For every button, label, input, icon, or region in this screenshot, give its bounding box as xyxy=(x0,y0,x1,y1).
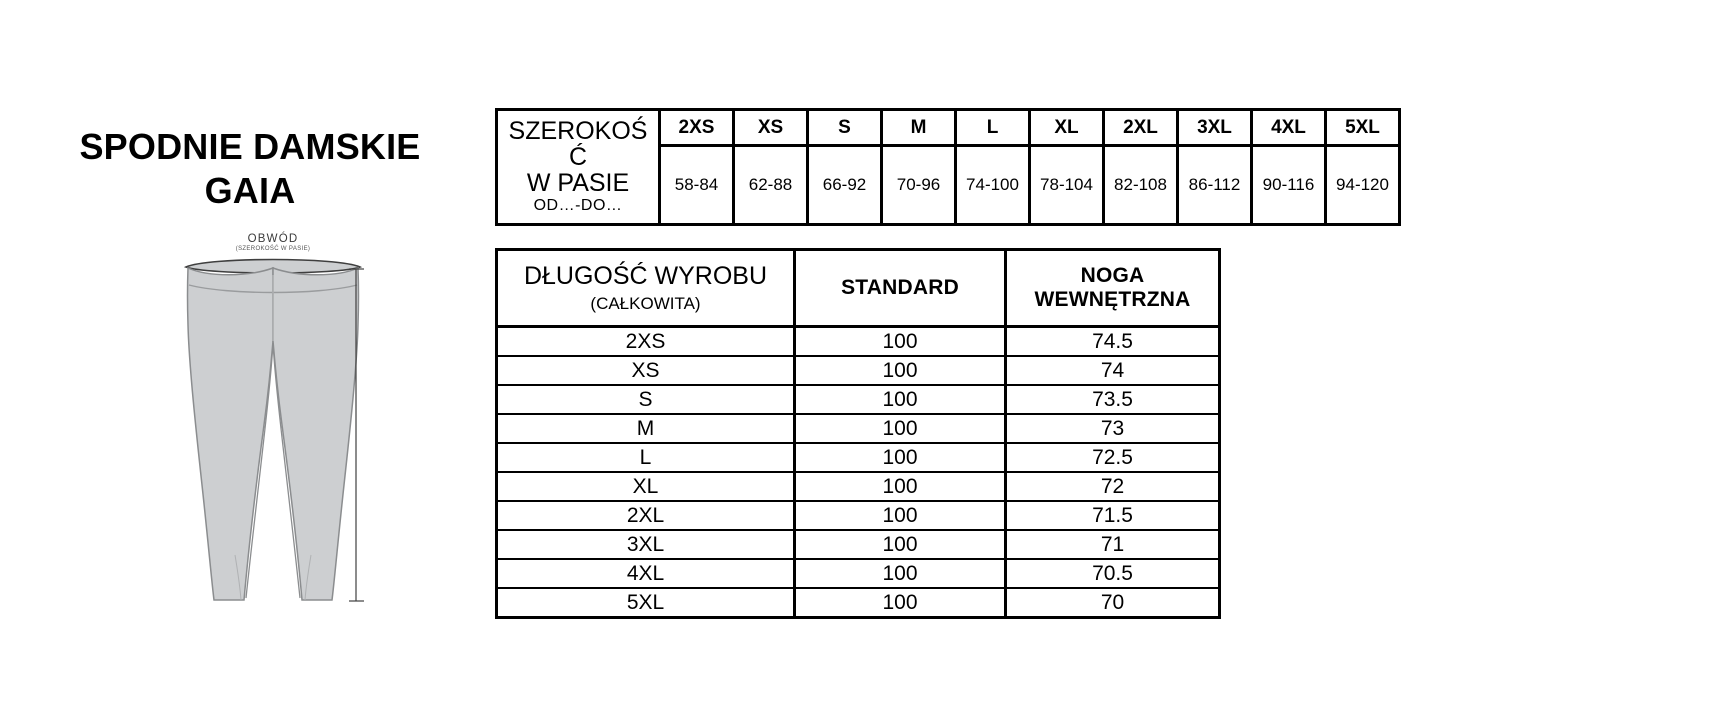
size-header-2xs: 2XS xyxy=(658,108,735,147)
size-header-m: M xyxy=(880,108,957,147)
length-cell-size: 5XL xyxy=(495,587,796,619)
waist-width-value-5xl: 94-120 xyxy=(1324,144,1401,226)
table-row: 3XL 100 71 xyxy=(495,529,1221,560)
waist-measure-label-sub: (SZEROKOŚĆ W PASIE) xyxy=(235,246,311,252)
length-cell-inner: 72.5 xyxy=(1004,442,1221,473)
length-cell-inner: 74 xyxy=(1004,355,1221,386)
length-table-header-standard: STANDARD xyxy=(793,248,1007,328)
length-cell-size: L xyxy=(495,442,796,473)
waist-width-value-l: 74-100 xyxy=(954,144,1031,226)
length-cell-standard: 100 xyxy=(793,384,1007,415)
length-cell-inner: 72 xyxy=(1004,471,1221,502)
left-leg-shape-icon xyxy=(186,266,274,601)
right-hem-crease-icon xyxy=(304,554,312,601)
length-cell-inner: 73 xyxy=(1004,413,1221,444)
waist-width-value-4xl: 90-116 xyxy=(1250,144,1327,226)
waist-width-label-line2: Ć xyxy=(568,143,588,172)
length-table-header-size: DŁUGOŚĆ WYROBU (CAŁKOWITA) xyxy=(495,248,796,328)
waist-width-table: SZEROKOŚ Ć W PASIE OD…-DO… 2XS XS S M L … xyxy=(495,108,1401,226)
waist-width-value-xs: 62-88 xyxy=(732,144,809,226)
waistband-ellipse-icon xyxy=(183,258,363,274)
product-illustration-panel: SPODNIE DAMSKIE GAIA OBWÓD (SZEROKOŚĆ W … xyxy=(0,0,500,716)
waist-width-value-3xl: 86-112 xyxy=(1176,144,1253,226)
length-cell-inner: 71 xyxy=(1004,529,1221,560)
length-cell-standard: 100 xyxy=(793,529,1007,560)
length-cell-standard: 100 xyxy=(793,325,1007,357)
length-cell-size: XL xyxy=(495,471,796,502)
table-row: 5XL 100 70 xyxy=(495,587,1221,619)
table-row: 2XS 100 74.5 xyxy=(495,325,1221,357)
table-header-row: DŁUGOŚĆ WYROBU (CAŁKOWITA) STANDARD NOGA… xyxy=(495,248,1221,328)
table-row: 2XL 100 71.5 xyxy=(495,500,1221,531)
table-row: XS 100 74 xyxy=(495,355,1221,386)
size-header-4xl: 4XL xyxy=(1250,108,1327,147)
waist-width-label-line1: SZEROKOŚ xyxy=(508,117,648,146)
length-cell-standard: 100 xyxy=(793,442,1007,473)
waist-measure-label: OBWÓD (SZEROKOŚĆ W PASIE) xyxy=(198,233,348,252)
waist-width-value-s: 66-92 xyxy=(806,144,883,226)
table-row: 58-84 62-88 66-92 70-96 74-100 78-104 82… xyxy=(497,144,1401,226)
trousers-technical-drawing-icon xyxy=(183,258,364,602)
length-cell-inner: 70.5 xyxy=(1004,558,1221,589)
length-cell-size: 2XL xyxy=(495,500,796,531)
page-title: SPODNIE DAMSKIE GAIA xyxy=(20,125,480,213)
left-hem-crease-icon xyxy=(234,554,242,601)
waist-measure-label-main: OBWÓD xyxy=(247,233,299,245)
table-row: L 100 72.5 xyxy=(495,442,1221,473)
product-title-line2: GAIA xyxy=(204,169,296,211)
table-row: XL 100 72 xyxy=(495,471,1221,502)
waist-width-label-line4: OD…-DO… xyxy=(533,197,623,215)
length-cell-standard: 100 xyxy=(793,500,1007,531)
size-header-s: S xyxy=(806,108,883,147)
length-cell-size: 4XL xyxy=(495,558,796,589)
length-cell-size: 3XL xyxy=(495,529,796,560)
length-table-header-inner-leg: NOGA WEWNĘTRZNA xyxy=(1004,248,1221,328)
length-cell-size: XS xyxy=(495,355,796,386)
length-table-header-size-main: DŁUGOŚĆ WYROBU xyxy=(523,262,768,291)
table-row: M 100 73 xyxy=(495,413,1221,444)
waist-width-value-2xl: 82-108 xyxy=(1102,144,1179,226)
waist-width-value-2xs: 58-84 xyxy=(658,144,735,226)
table-row: 4XL 100 70.5 xyxy=(495,558,1221,589)
waist-width-row-label: SZEROKOŚ Ć W PASIE OD…-DO… xyxy=(495,108,661,226)
length-cell-standard: 100 xyxy=(793,355,1007,386)
size-header-5xl: 5XL xyxy=(1324,108,1401,147)
size-header-xl: XL xyxy=(1028,108,1105,147)
waist-width-label-line3: W PASIE xyxy=(526,169,630,198)
length-table-header-size-sub: (CAŁKOWITA) xyxy=(590,293,701,313)
left-inseam-icon xyxy=(245,342,274,599)
size-header-xs: XS xyxy=(732,108,809,147)
right-inseam-icon xyxy=(272,342,301,599)
length-cell-size: 2XS xyxy=(495,325,796,357)
length-cell-inner: 73.5 xyxy=(1004,384,1221,415)
length-cell-standard: 100 xyxy=(793,413,1007,444)
table-row: S 100 73.5 xyxy=(495,384,1221,415)
length-cell-inner: 74.5 xyxy=(1004,325,1221,357)
length-cell-inner: 70 xyxy=(1004,587,1221,619)
right-leg-shape-icon xyxy=(272,266,360,601)
size-header-l: L xyxy=(954,108,1031,147)
size-header-2xl: 2XL xyxy=(1102,108,1179,147)
waist-width-value-xl: 78-104 xyxy=(1028,144,1105,226)
length-cell-standard: 100 xyxy=(793,471,1007,502)
table-row: SZEROKOŚ Ć W PASIE OD…-DO… 2XS XS S M L … xyxy=(495,108,1401,226)
product-title-line1: SPODNIE DAMSKIE xyxy=(79,126,421,167)
length-cell-standard: 100 xyxy=(793,558,1007,589)
length-cell-inner: 71.5 xyxy=(1004,500,1221,531)
size-header-3xl: 3XL xyxy=(1176,108,1253,147)
length-cell-standard: 100 xyxy=(793,587,1007,619)
garment-length-table: DŁUGOŚĆ WYROBU (CAŁKOWITA) STANDARD NOGA… xyxy=(495,248,1221,619)
length-cell-size: M xyxy=(495,413,796,444)
waist-width-value-m: 70-96 xyxy=(880,144,957,226)
length-cell-size: S xyxy=(495,384,796,415)
garment-length-table-body: 2XS 100 74.5 XS 100 74 S 100 73.5 M 100 73 L 100 72.5 X… xyxy=(495,325,1221,619)
